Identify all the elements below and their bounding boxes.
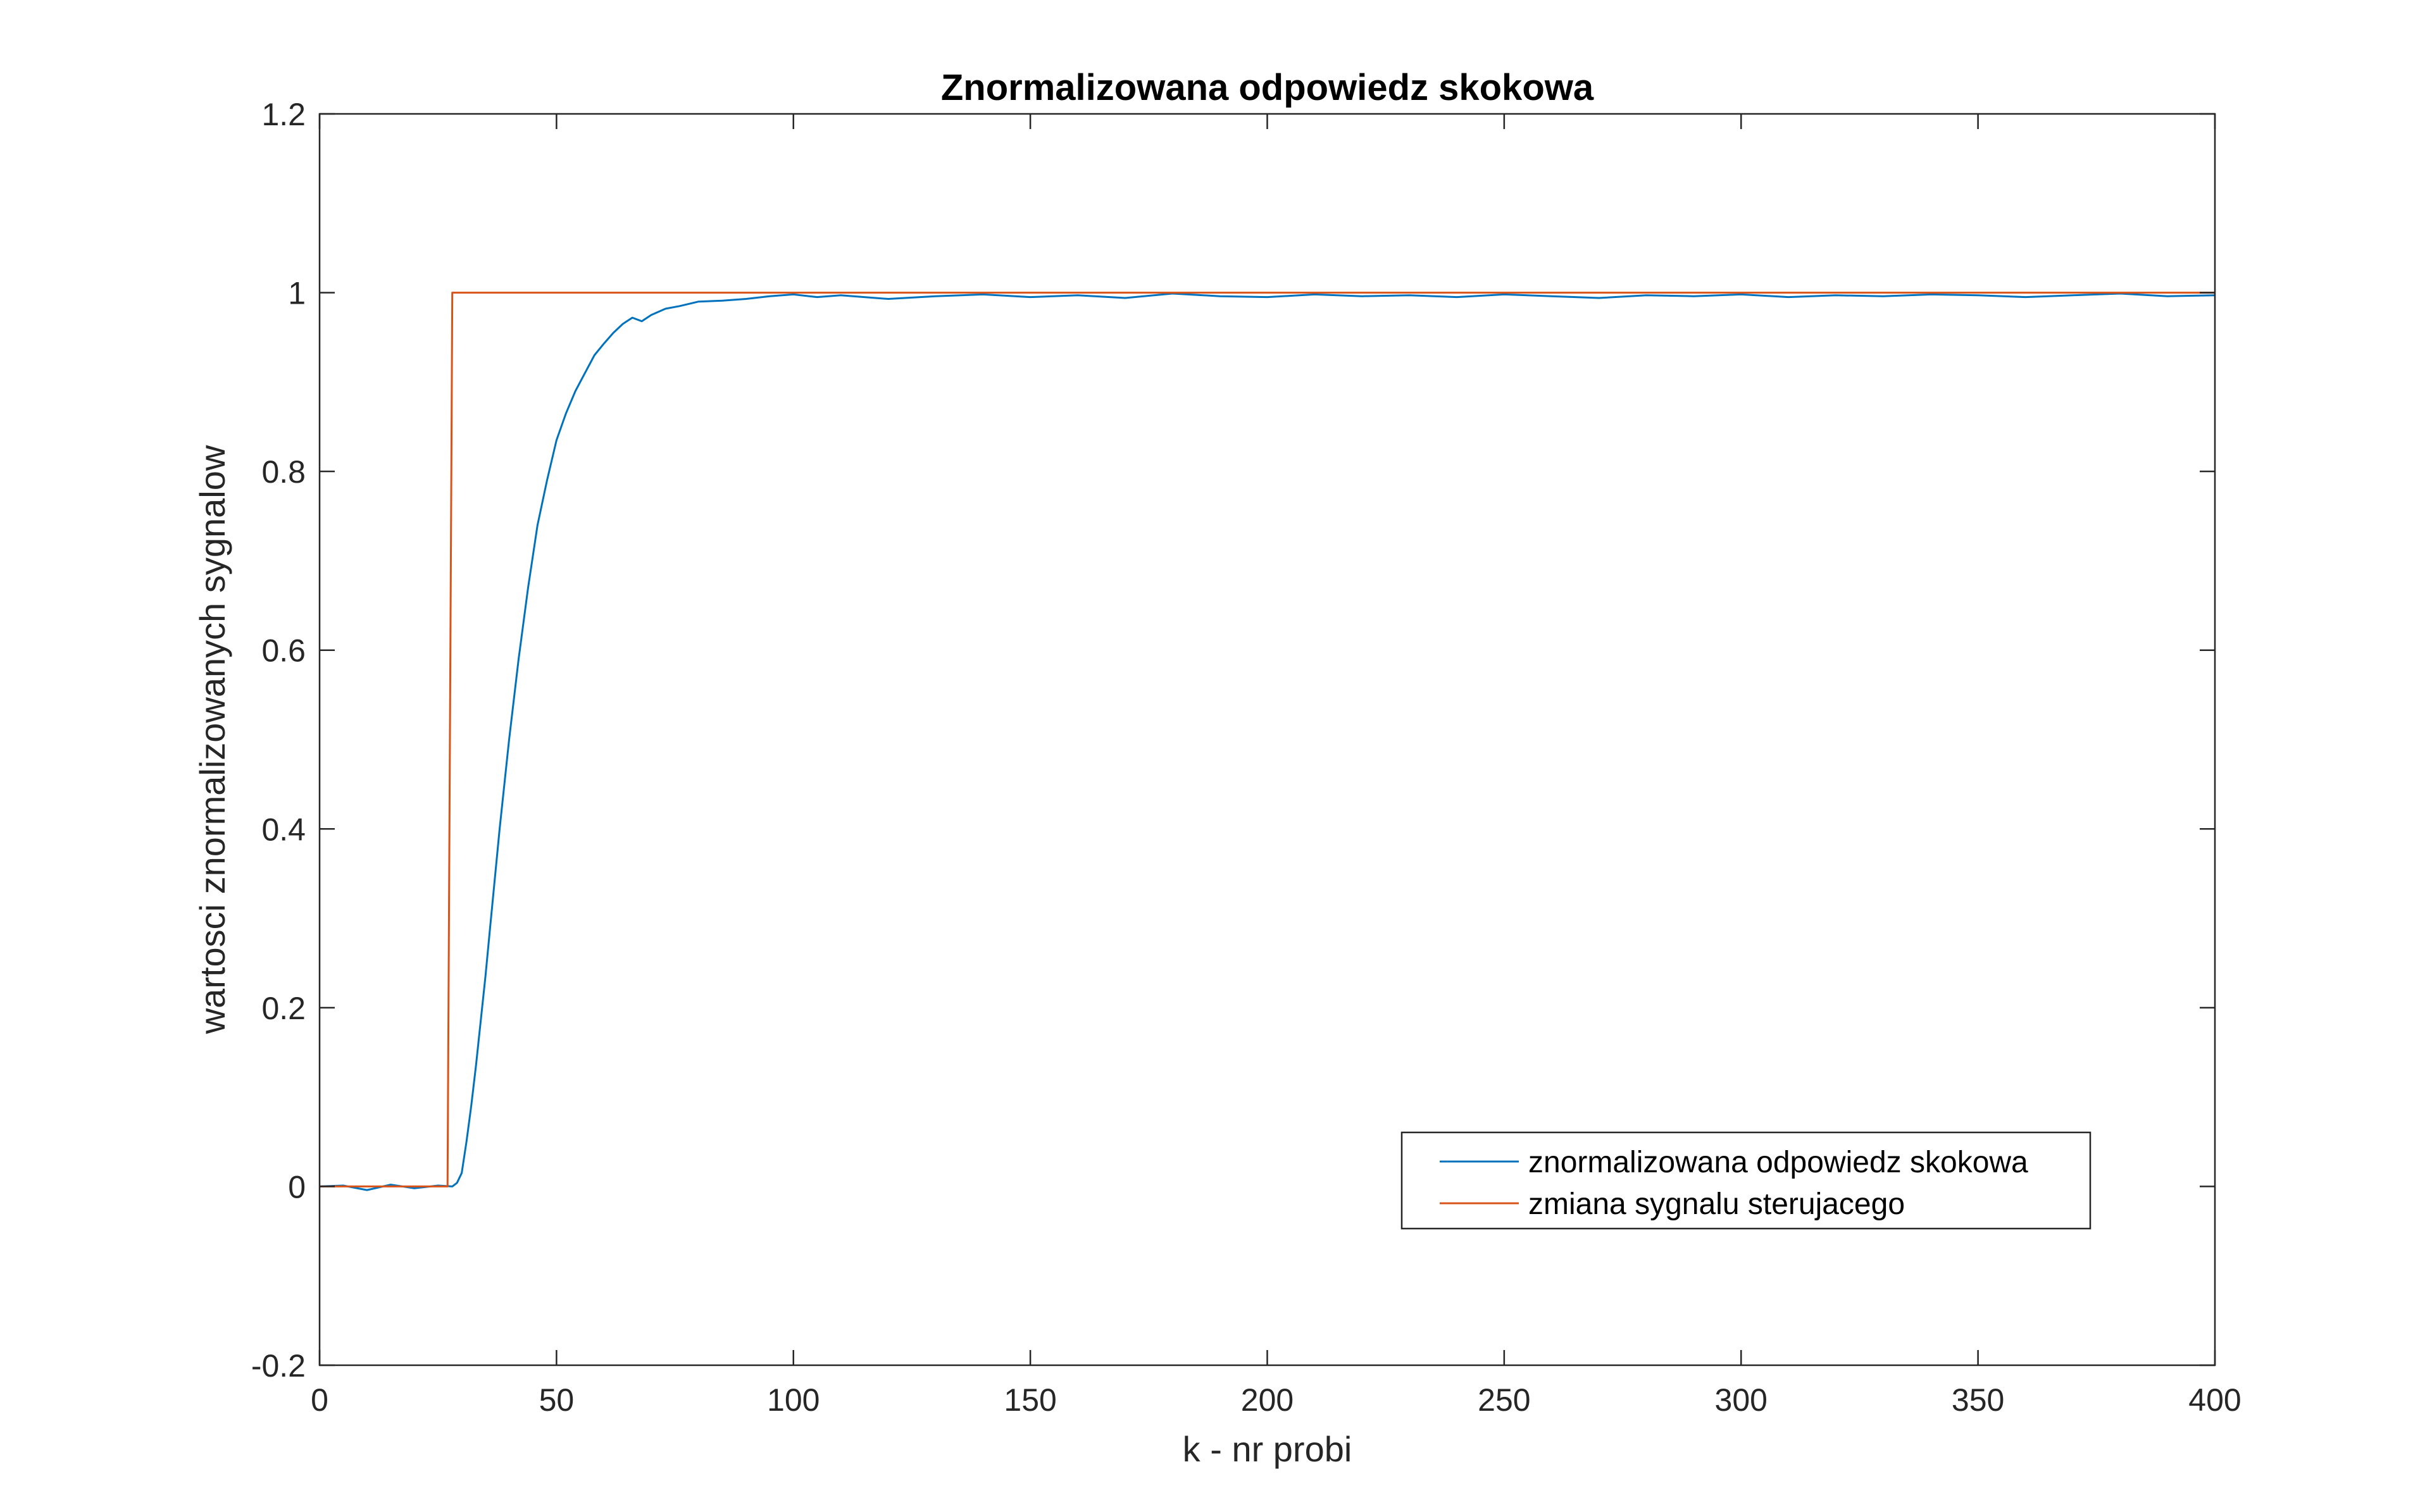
x-tick-label: 350 — [1952, 1382, 2004, 1418]
tick-layer: 0 50 100 150 200 250 300 350 400-0.200.20.40.60.… — [251, 97, 2242, 1418]
series-line-control — [320, 292, 2215, 1187]
x-tick-label: 250 — [1478, 1382, 1530, 1418]
legend: znormalizowana odpowiedz skokowa zmiana … — [1400, 1131, 2092, 1230]
x-tick-label: 400 — [2188, 1382, 2241, 1418]
y-tick-label: 0.6 — [261, 633, 306, 669]
legend-box — [1400, 1131, 2092, 1230]
y-axis-title: wartosci znormalizowanych sygnalow — [192, 445, 232, 1034]
legend-label-control: zmiana sygnalu sterujacego — [1528, 1187, 1905, 1221]
x-tick-label: 200 — [1241, 1382, 1294, 1418]
x-tick-label: 100 — [767, 1382, 820, 1418]
y-tick-label: 0.8 — [261, 454, 306, 490]
series-line-response — [319, 292, 2216, 1191]
x-tick-label: 150 — [1004, 1382, 1056, 1418]
chart-title: Znormalizowana odpowiedz skokowa — [941, 67, 1594, 108]
y-tick-label: -0.2 — [251, 1348, 306, 1384]
x-tick-label: 300 — [1715, 1382, 1768, 1418]
y-tick-label: 1 — [288, 276, 306, 311]
y-tick-label: 1.2 — [261, 97, 306, 132]
y-tick-label: 0.4 — [261, 812, 306, 847]
y-tick-label: 0.2 — [261, 991, 306, 1026]
x-tick-label: 0 — [311, 1382, 328, 1418]
x-tick-label: 50 — [539, 1382, 575, 1418]
series-layer — [319, 292, 2216, 1191]
y-tick-label: 0 — [288, 1169, 306, 1205]
legend-label-response: znormalizowana odpowiedz skokowa — [1528, 1146, 2028, 1179]
x-axis-title: k - nr probi — [1183, 1429, 1352, 1469]
